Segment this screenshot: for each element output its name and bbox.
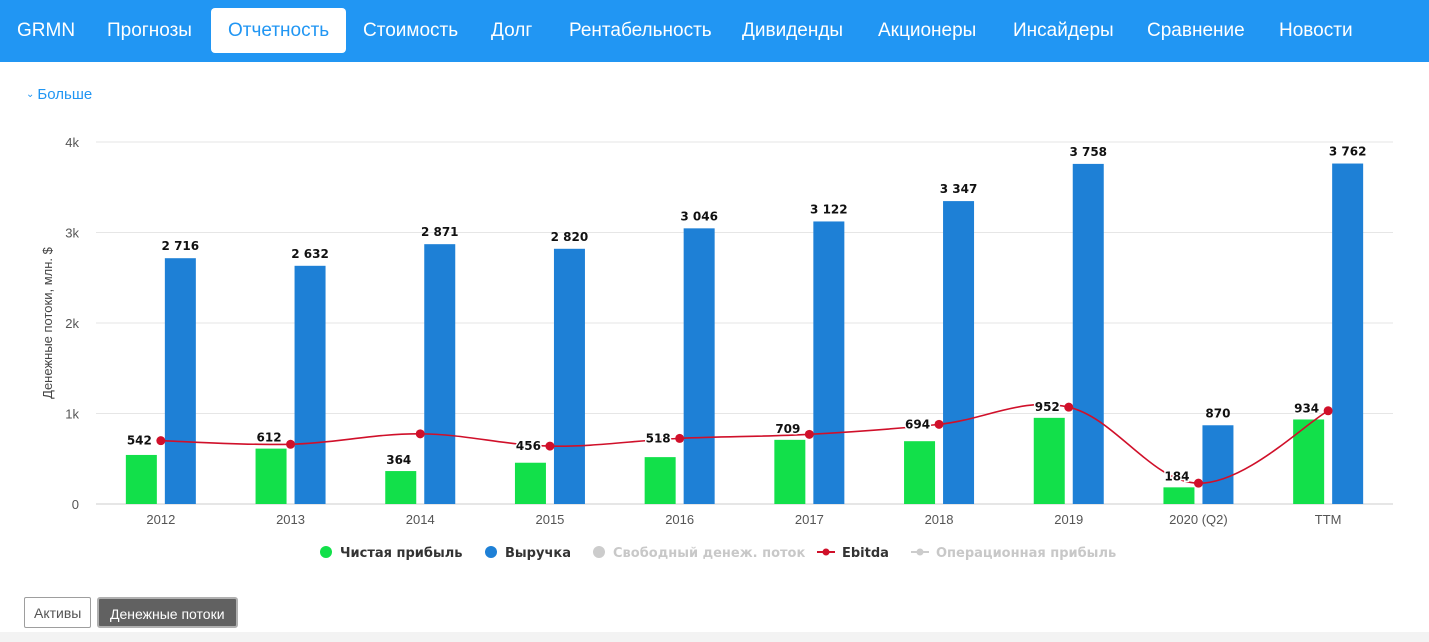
assets-toggle-button[interactable]: Активы	[24, 597, 92, 628]
net-income-data-label: 709	[775, 422, 800, 436]
legend-marker	[593, 546, 605, 558]
top-navigation: GRMN Прогнозы Отчетность Стоимость Долг …	[0, 0, 1429, 62]
x-tick-label: 2018	[925, 512, 954, 527]
y-tick-label: 4k	[65, 135, 79, 150]
more-label: Больше	[37, 86, 93, 103]
net-income-bar	[1033, 417, 1065, 504]
legend-marker	[916, 548, 924, 556]
net-income-data-label: 184	[1164, 469, 1189, 483]
footer-strip	[0, 632, 1429, 642]
legend-label: Ebitda	[842, 546, 889, 561]
net-income-data-label: 364	[386, 453, 411, 467]
tab-valuation[interactable]: Стоимость	[363, 20, 459, 41]
revenue-bar	[943, 201, 975, 504]
ebitda-point	[545, 441, 555, 451]
ebitda-point	[804, 429, 814, 439]
revenue-bar	[1072, 163, 1104, 504]
revenue-data-label: 2 716	[162, 239, 200, 253]
y-axis-label: Денежные потоки, млн. $	[40, 246, 55, 398]
revenue-data-label: 3 347	[940, 182, 978, 196]
x-tick-label: TTM	[1315, 512, 1342, 527]
revenue-data-label: 2 820	[551, 230, 589, 244]
ebitda-point	[415, 429, 425, 439]
tab-insiders[interactable]: Инсайдеры	[1013, 20, 1114, 41]
tab-dividends[interactable]: Дивиденды	[742, 20, 844, 41]
cash-flows-toggle-button[interactable]: Денежные потоки	[97, 597, 238, 628]
revenue-data-label: 2 871	[421, 225, 459, 239]
x-tick-label: 2020 (Q2)	[1169, 512, 1228, 527]
chevron-down-icon: ⌄	[26, 89, 35, 100]
revenue-data-label: 3 762	[1329, 145, 1367, 159]
legend-label: Операционная прибыль	[936, 546, 1116, 561]
net-income-data-label: 542	[127, 434, 152, 448]
y-tick-label: 2k	[65, 316, 79, 331]
ebitda-point	[934, 419, 944, 429]
legend-marker	[320, 546, 332, 558]
ebitda-point	[675, 433, 685, 443]
tab-forecasts[interactable]: Прогнозы	[107, 20, 192, 41]
net-income-data-label: 934	[1294, 401, 1319, 415]
net-income-data-label: 518	[646, 431, 671, 445]
net-income-data-label: 612	[257, 431, 282, 445]
tab-profitability[interactable]: Рентабельность	[569, 20, 712, 41]
more-toggle[interactable]: ⌄ Больше	[26, 86, 92, 103]
x-tick-label: 2017	[795, 512, 824, 527]
net-income-bar	[125, 454, 157, 504]
x-tick-label: 2012	[146, 512, 175, 527]
net-income-bar	[1163, 487, 1195, 504]
net-income-bar	[514, 462, 546, 504]
y-tick-label: 0	[72, 497, 79, 512]
tab-comparison[interactable]: Сравнение	[1147, 20, 1245, 41]
revenue-bar	[294, 265, 326, 504]
ebitda-point	[286, 439, 296, 449]
ticker-label[interactable]: GRMN	[17, 20, 76, 41]
revenue-data-label: 3 046	[680, 209, 718, 223]
revenue-bar	[424, 244, 456, 504]
legend-label: Чистая прибыль	[340, 546, 462, 561]
ebitda-point	[156, 436, 166, 446]
revenue-data-label: 3 758	[1069, 145, 1107, 159]
tab-reporting[interactable]: Отчетность	[211, 8, 347, 53]
legend-label: Свободный денеж. поток	[613, 546, 805, 561]
ebitda-point	[1064, 402, 1074, 412]
ebitda-point	[1193, 478, 1203, 488]
net-income-bar	[255, 448, 287, 504]
tab-news[interactable]: Новости	[1279, 20, 1353, 41]
legend-marker	[822, 548, 830, 556]
net-income-bar	[774, 439, 806, 504]
revenue-bar	[553, 248, 585, 504]
legend-label: Выручка	[505, 546, 571, 561]
net-income-bar	[644, 457, 676, 504]
y-tick-label: 3k	[65, 226, 79, 241]
y-tick-label: 1k	[65, 407, 79, 422]
x-tick-label: 2019	[1054, 512, 1083, 527]
revenue-bar	[683, 228, 715, 504]
revenue-bar	[1202, 425, 1234, 504]
legend-marker	[485, 546, 497, 558]
net-income-bar	[904, 441, 936, 504]
x-tick-label: 2013	[276, 512, 305, 527]
net-income-data-label: 952	[1035, 400, 1060, 414]
net-income-data-label: 456	[516, 439, 541, 453]
revenue-bar	[813, 221, 845, 505]
x-tick-label: 2014	[406, 512, 435, 527]
cash-flow-chart: 0 1k 2k 3k 4k Денежные потоки, млн. $ 2012 2013…	[40, 135, 1393, 561]
net-income-data-label: 694	[905, 417, 930, 431]
revenue-bar	[164, 258, 196, 504]
tab-debt[interactable]: Долг	[491, 20, 533, 41]
ebitda-point	[1323, 406, 1333, 416]
tab-shareholders[interactable]: Акционеры	[878, 20, 977, 41]
net-income-bar	[385, 471, 417, 504]
revenue-bar	[1332, 163, 1364, 504]
x-tick-label: 2016	[665, 512, 694, 527]
revenue-data-label: 870	[1205, 406, 1230, 420]
revenue-data-label: 3 122	[810, 202, 848, 216]
x-tick-label: 2015	[535, 512, 564, 527]
ebitda-line	[160, 403, 1329, 484]
revenue-data-label: 2 632	[291, 247, 329, 261]
